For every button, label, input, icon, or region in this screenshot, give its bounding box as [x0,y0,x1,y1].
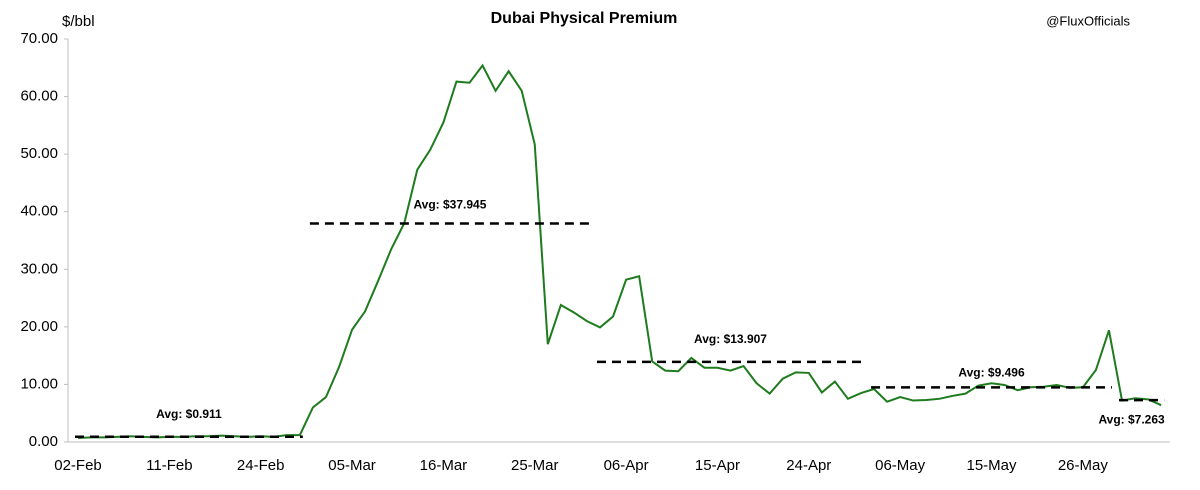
x-tick-label: 15-May [966,457,1017,474]
x-tick-label: 06-May [875,457,926,474]
x-tick-label: 24-Apr [786,457,831,474]
x-tick-label: 06-Apr [604,457,649,474]
y-tick-label: 50.00 [20,145,58,162]
x-tick-label: 16-Mar [420,457,468,474]
chart-title: Dubai Physical Premium [491,10,678,27]
y-tick-label: 40.00 [20,203,58,220]
average-label: Avg: $13.907 [694,332,767,346]
average-label: Avg: $0.911 [156,407,222,421]
y-tick-label: 70.00 [20,30,58,47]
x-tick-label: 15-Apr [695,457,740,474]
y-tick-label: 30.00 [20,260,58,277]
y-tick-label: 0.00 [29,433,58,450]
y-axis-label: $/bbl [62,13,95,30]
x-tick-label: 26-May [1058,457,1109,474]
y-tick-label: 20.00 [20,318,58,335]
x-tick-label: 24-Feb [237,457,285,474]
average-label: Avg: $9.496 [958,366,1025,380]
x-tick-label: 05-Mar [328,457,376,474]
line-series [77,63,1162,439]
x-tick-label: 02-Feb [54,457,102,474]
average-label: Avg: $37.945 [413,198,486,212]
x-tick-label: 25-Mar [511,457,559,474]
y-tick-label: 60.00 [20,88,58,105]
x-tick-label: 11-Feb [146,457,192,474]
credit: @FluxOfficials [1046,13,1130,28]
y-tick-label: 10.00 [20,375,58,392]
average-label: Avg: $7.263 [1098,412,1165,426]
